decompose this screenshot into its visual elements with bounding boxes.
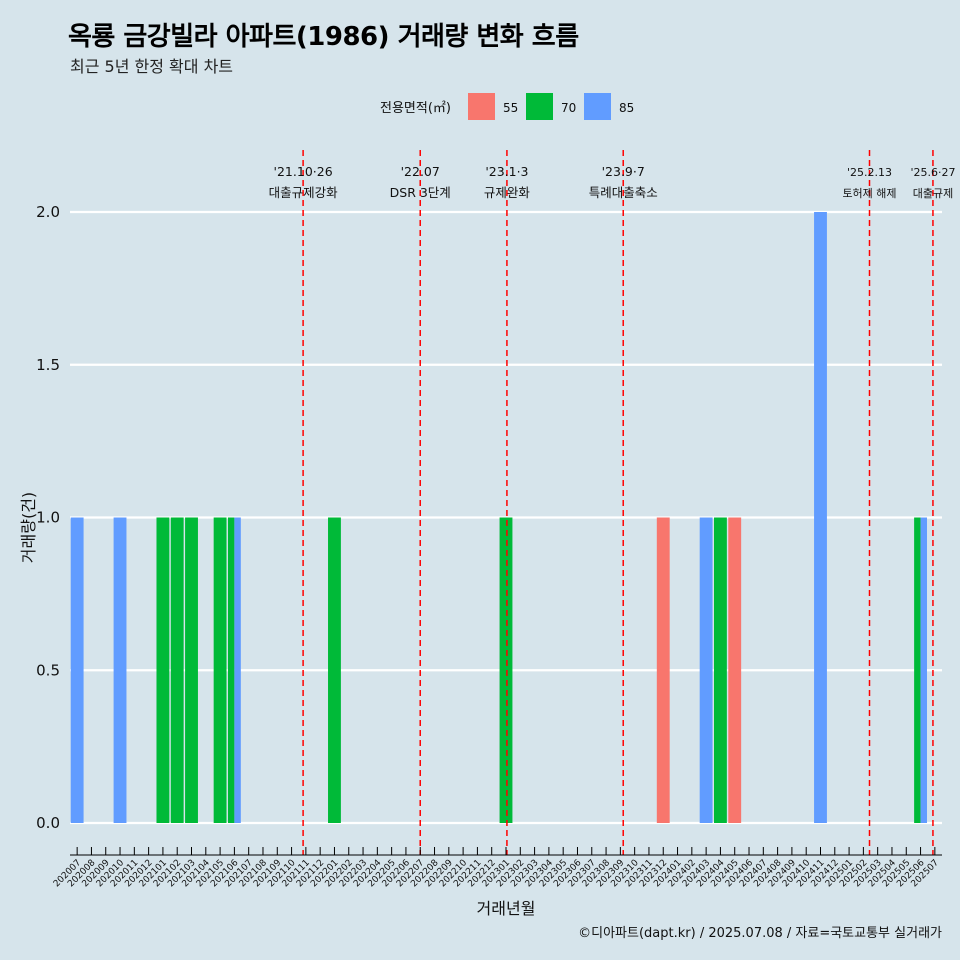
event-text-label: 대출규제 [913,187,953,200]
legend-swatch-85 [584,93,611,120]
y-tick-label: 1.0 [36,509,60,527]
legend-swatch-55 [468,93,495,120]
event-text-label: 토허제 해제 [842,186,896,200]
legend-label-55: 55 [503,101,518,115]
axes: 0.00.51.01.52.02020072020082020092020102… [19,203,942,918]
y-tick-label: 2.0 [36,203,60,221]
y-tick-label: 0.0 [36,814,60,832]
bar-202102-70 [170,517,184,823]
bar-202404-70 [713,517,727,823]
bar-202106-70 [227,517,235,823]
bar-202010-85 [113,517,127,823]
chart-subtitle: 최근 5년 한정 확대 차트 [70,57,234,76]
event-text-label: 대출규제강화 [269,185,339,200]
bar-202312-55 [656,517,670,823]
bar-202106-85 [234,517,241,823]
event-date-label: '25.2.13 [847,166,892,179]
bar-202103-70 [185,517,198,823]
legend-swatch-70 [526,93,553,120]
event-text-label: 특례대출축소 [589,185,658,200]
bar-202403-85 [699,517,713,823]
bars [70,212,927,823]
bar-202506-70 [914,517,921,823]
bar-202301-70 [499,517,513,823]
chart-title: 옥룡 금강빌라 아파트(1986) 거래량 변화 흐름 [68,22,579,52]
event-lines: '21.10·26 대출규제강화 '22.07 DSR 3단계 '23.1·3 규제완화 '… [269,150,955,855]
bar-202506-85 [920,517,927,823]
x-axis-title: 거래년월 [477,899,536,918]
y-tick-label: 0.5 [36,661,60,679]
y-tick-label: 1.5 [36,356,60,374]
bar-202007-85 [70,517,84,823]
legend-title: 전용면적(㎡) [380,101,451,116]
event-date-label: '23.1·3 [485,164,528,179]
legend-label-85: 85 [619,101,634,115]
legend: 전용면적(㎡) 55 70 85 [380,93,634,120]
legend-label-70: 70 [561,101,576,115]
event-date-label: '21.10·26 [274,164,333,179]
bar-202101-70 [156,517,170,823]
y-axis-title: 거래량(건) [19,492,38,563]
bar-202405-55 [728,517,742,823]
event-text-label: DSR 3단계 [390,185,451,200]
bar-202105-70 [213,517,227,823]
bar-202201-70 [328,517,341,823]
event-date-label: '25.6·27 [910,166,955,179]
event-text-label: 규제완화 [484,185,531,200]
source-caption: ©디아파트(dapt.kr) / 2025.07.08 / 자료=국토교통부 실… [578,926,942,941]
event-date-label: '23.9·7 [602,164,645,179]
bar-202411-85 [814,212,827,823]
event-date-label: '22.07 [401,164,440,179]
